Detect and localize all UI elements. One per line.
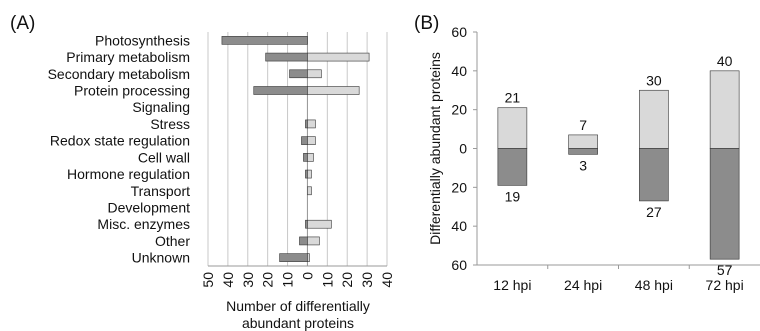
bar-decrease: [709, 148, 740, 260]
category-label: Other: [155, 233, 190, 249]
panel-b: (B) 60 40 20 0 20 40 60 Differentially abundant …: [414, 13, 760, 293]
y-tick-label: 20: [451, 102, 467, 118]
x-tick-label: 12 hpi: [493, 277, 531, 293]
x-tick-label: 0: [299, 272, 315, 280]
data-label-increase: 40: [717, 53, 733, 69]
y-tick-label: 40: [451, 63, 467, 79]
bar-decrease: [639, 148, 669, 202]
category-label: Photosynthesis: [95, 32, 190, 48]
bar-increase: [307, 236, 320, 246]
bar-decrease: [265, 52, 308, 62]
bar-increase: [307, 219, 332, 229]
x-tick-label: 20: [339, 272, 355, 288]
bar-increase: [568, 134, 598, 149]
x-tick-label: 72 hpi: [706, 277, 744, 293]
category-label: Misc. enzymes: [97, 216, 190, 232]
x-axis-title: Number of differentially abundant protein…: [226, 298, 370, 331]
category-label: Hormone regulation: [67, 166, 190, 182]
data-label-decrease: 57: [717, 262, 733, 278]
bar-decrease: [301, 136, 308, 145]
x-tick-label: 24 hpi: [564, 277, 602, 293]
bar-decrease: [497, 148, 528, 186]
y-tick-label: 20: [451, 179, 467, 195]
y-tick-label: 60: [451, 24, 467, 40]
x-tick-label: 20: [260, 272, 276, 288]
data-label-decrease: 3: [579, 157, 587, 173]
x-tick-label: 48 hpi: [635, 277, 673, 293]
x-tick-label: 40: [220, 272, 236, 288]
bar-increase: [307, 136, 316, 145]
y-tick-label: 60: [451, 257, 467, 273]
category-label: Transport: [131, 183, 191, 199]
y-axis-title: Differentially abundant proteins: [427, 52, 443, 245]
data-label-increase: 21: [505, 90, 521, 106]
x-tick-label: 50: [200, 272, 216, 288]
bar-decrease: [289, 69, 308, 79]
bar-increase: [709, 70, 740, 149]
x-tick-label: 30: [240, 272, 256, 288]
bar-decrease: [303, 153, 308, 162]
bar-decrease: [299, 236, 308, 246]
bar-increase: [307, 52, 370, 62]
x-tick-label: 40: [379, 272, 395, 288]
bar-increase: [307, 153, 314, 162]
category-label: Cell wall: [138, 149, 190, 165]
category-label: Protein processing: [74, 83, 190, 99]
data-label-increase: 30: [646, 72, 662, 88]
x-tick-label: 10: [319, 272, 335, 288]
category-label: Primary metabolism: [66, 49, 190, 65]
y-tick-label: 40: [451, 218, 467, 234]
category-label: Stress: [150, 116, 190, 132]
panel-a-label: (A): [10, 13, 35, 34]
category-label: Signaling: [132, 99, 190, 115]
x-tick-label: 30: [359, 272, 375, 288]
panel-b-label: (B): [414, 13, 439, 34]
bar-decrease: [221, 36, 308, 45]
x-axis-title-line: abundant proteins: [242, 315, 354, 331]
category-label: Unknown: [132, 250, 190, 266]
category-label: Secondary metabolism: [48, 66, 190, 82]
x-axis-title-line: Number of differentially: [226, 298, 370, 314]
data-label-decrease: 27: [646, 204, 662, 220]
bar-increase: [307, 169, 312, 179]
category-label: Development: [108, 200, 191, 216]
bar-increase: [307, 86, 360, 95]
data-label-decrease: 19: [505, 188, 521, 204]
bar-increase: [307, 69, 322, 79]
bar-increase: [307, 186, 312, 196]
bar-decrease: [279, 253, 308, 262]
data-label-increase: 7: [579, 117, 587, 133]
bar-decrease: [568, 148, 598, 155]
x-tick-label: 10: [280, 272, 296, 288]
bar-increase: [497, 107, 528, 149]
bar-increase: [307, 253, 310, 262]
y-tick-label: 0: [459, 141, 467, 157]
category-label: Redox state regulation: [50, 133, 190, 149]
bar-increase: [307, 119, 316, 129]
bar-decrease: [253, 86, 308, 95]
bar-increase: [639, 89, 669, 149]
